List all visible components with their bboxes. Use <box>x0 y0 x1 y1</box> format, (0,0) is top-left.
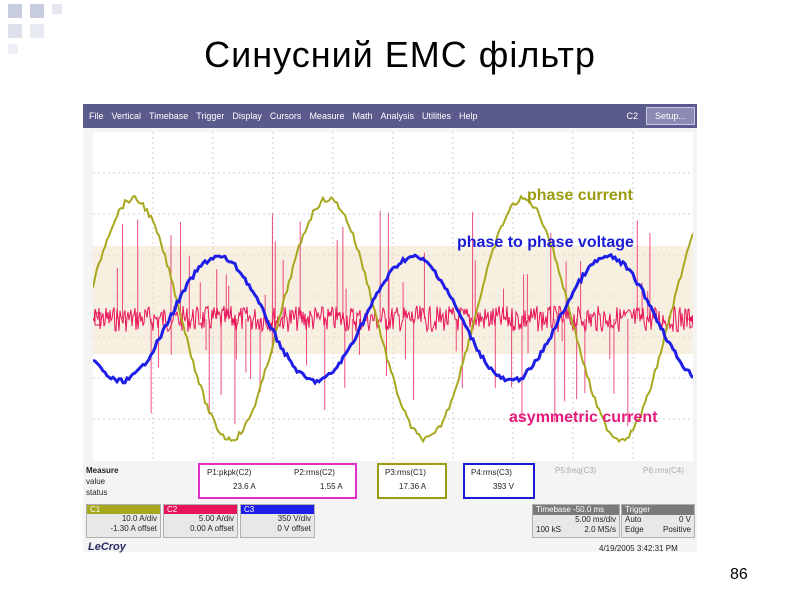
menu-utilities[interactable]: Utilities <box>421 111 451 121</box>
menu-display[interactable]: Display <box>232 111 262 121</box>
trigger-mode: Auto <box>625 515 642 524</box>
trigger-level: 0 V <box>678 515 691 524</box>
menu-file[interactable]: File <box>89 111 104 121</box>
c2-offset: 0.00 A offset <box>190 524 234 533</box>
menu-trigger[interactable]: Trigger <box>196 111 225 121</box>
setup-button[interactable]: Setup... <box>645 107 695 125</box>
c1-vdiv: 10.0 A/div <box>121 514 157 523</box>
c1-offset: -1.30 A offset <box>110 524 157 533</box>
timebase-box[interactable]: Timebase -50.0 ms 5.00 ms/div 100 kS 2.0 … <box>532 504 620 538</box>
measure-p4-box[interactable]: P4:rms(C3) 393 V <box>463 463 535 499</box>
c2-name: C2 <box>164 505 237 514</box>
c1-name: C1 <box>87 505 160 514</box>
trigger-slope: Positive <box>662 525 691 534</box>
trace-asymmetric-current <box>93 304 693 334</box>
trigger-type: Edge <box>625 525 644 534</box>
channel-indicator: C2 <box>626 111 638 121</box>
slide-title: Синусний ЕМС фільтр <box>204 34 596 75</box>
p1-value: 23.6 A <box>233 482 256 491</box>
label-asymmetric-current: asymmetric current <box>509 409 658 426</box>
menu-measure[interactable]: Measure <box>309 111 345 121</box>
c2-vdiv: 5.00 A/div <box>198 514 234 523</box>
measure-panel: Measure value status P1:pkpk(C2) P2:rms(… <box>83 461 697 553</box>
measure-header: Measure <box>86 466 119 475</box>
menu-math[interactable]: Math <box>352 111 373 121</box>
menu-help[interactable]: Help <box>459 111 478 121</box>
timebase-samples: 100 kS <box>536 525 561 534</box>
trigger-box[interactable]: Trigger Auto 0 V Edge Positive <box>621 504 695 538</box>
oscilloscope-screenshot: File Vertical Timebase Trigger Display C… <box>83 104 697 553</box>
c3-vdiv: 350 V/div <box>277 514 311 523</box>
p3-value: 17.36 A <box>399 482 427 491</box>
timebase-header: Timebase -50.0 ms <box>533 505 619 515</box>
p4-name: P4:rms(C3) <box>471 468 512 477</box>
trace-phase-voltage <box>93 252 693 386</box>
lecroy-logo: LeCroy <box>88 541 126 553</box>
p4-value: 393 V <box>493 482 514 491</box>
c3-offset: 0 V offset <box>277 524 311 533</box>
timebase-srate: 2.0 MS/s <box>584 525 616 534</box>
scope-menubar: File Vertical Timebase Trigger Display C… <box>83 104 697 128</box>
menu-cursors[interactable]: Cursors <box>269 111 302 121</box>
measure-p3-box[interactable]: P3:rms(C1) 17.36 A <box>377 463 447 499</box>
corner-decoration <box>0 0 80 60</box>
measure-status-label: status <box>86 488 108 497</box>
channel-c2-box[interactable]: C2 5.00 A/div 0.00 A offset <box>163 504 238 538</box>
p3-name: P3:rms(C1) <box>385 468 426 477</box>
menu-timebase[interactable]: Timebase <box>149 111 189 121</box>
p2-name: P2:rms(C2) <box>294 468 335 477</box>
channel-c3-box[interactable]: C3 350 V/div 0 V offset <box>240 504 315 538</box>
measure-p1-p2-box[interactable]: P1:pkpk(C2) P2:rms(C2) 23.6 A 1.55 A <box>198 463 357 499</box>
measure-value-label: value <box>86 477 106 486</box>
scope-datetime: 4/19/2005 3:42:31 PM <box>599 544 678 553</box>
page-number: 86 <box>730 566 748 583</box>
waveform-display: phase current phase to phase voltage asy… <box>93 132 693 460</box>
label-phase-voltage: phase to phase voltage <box>457 234 634 251</box>
menu-vertical[interactable]: Vertical <box>111 111 142 121</box>
channel-c1-box[interactable]: C1 10.0 A/div -1.30 A offset <box>86 504 161 538</box>
trace-phase-current <box>93 194 693 444</box>
channel-marker-icon <box>94 312 102 326</box>
p2-value: 1.55 A <box>320 482 343 491</box>
channel-band <box>93 246 693 354</box>
p5-name: P5:freq(C3) <box>555 466 597 475</box>
p1-name: P1:pkpk(C2) <box>207 468 252 477</box>
c3-name: C3 <box>241 505 314 514</box>
menu-analysis[interactable]: Analysis <box>380 111 414 121</box>
trigger-level-marker-icon <box>688 315 693 323</box>
p6-name: P6:rms(C4) <box>643 466 684 475</box>
timebase-rate: 5.00 ms/div <box>575 515 616 524</box>
trigger-header: Trigger <box>622 505 694 515</box>
label-phase-current: phase current <box>527 187 633 204</box>
